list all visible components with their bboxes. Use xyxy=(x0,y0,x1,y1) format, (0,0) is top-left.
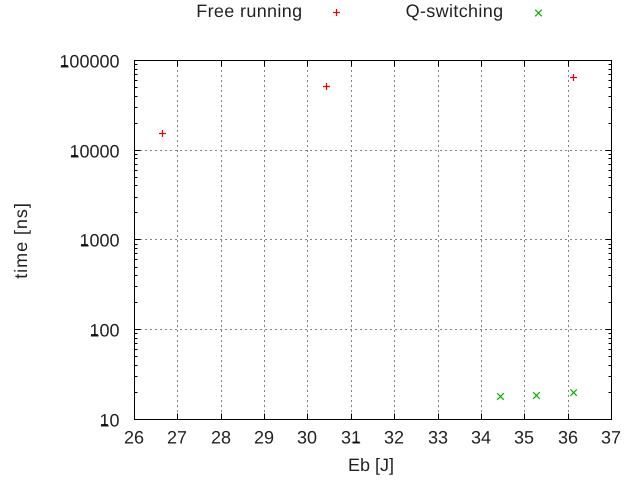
svg-text:10: 10 xyxy=(99,410,119,430)
svg-text:time [ns]: time [ns] xyxy=(11,202,31,279)
svg-text:1000: 1000 xyxy=(79,230,119,250)
svg-text:27: 27 xyxy=(167,428,187,448)
svg-text:36: 36 xyxy=(558,428,578,448)
svg-text:37: 37 xyxy=(601,428,621,448)
svg-text:29: 29 xyxy=(254,428,274,448)
svg-text:30: 30 xyxy=(297,428,317,448)
svg-text:10000: 10000 xyxy=(69,141,119,161)
svg-text:Free running: Free running xyxy=(196,1,302,21)
svg-text:100000: 100000 xyxy=(59,51,119,71)
svg-text:33: 33 xyxy=(428,428,448,448)
svg-text:32: 32 xyxy=(384,428,404,448)
svg-text:28: 28 xyxy=(211,428,231,448)
svg-text:100: 100 xyxy=(89,320,119,340)
svg-text:26: 26 xyxy=(124,428,144,448)
svg-text:31: 31 xyxy=(341,428,361,448)
svg-text:Eb [J]: Eb [J] xyxy=(348,455,394,475)
svg-text:Q-switching: Q-switching xyxy=(406,1,504,21)
svg-text:35: 35 xyxy=(514,428,534,448)
svg-text:34: 34 xyxy=(471,428,491,448)
